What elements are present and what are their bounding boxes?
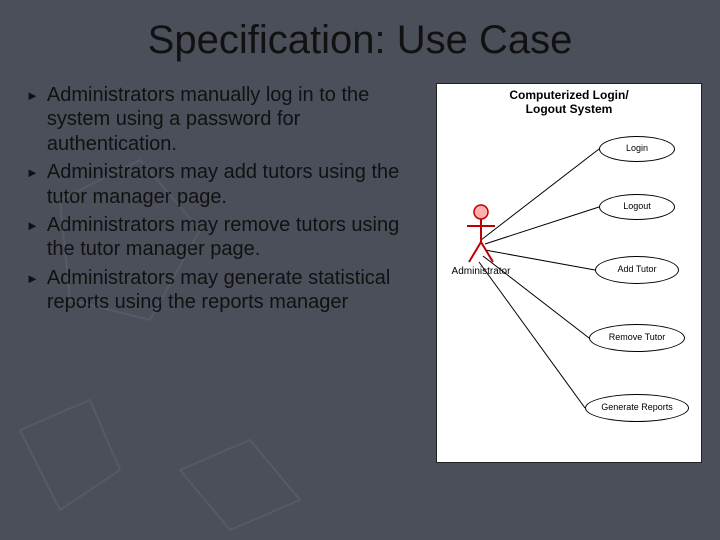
usecase-remove-tutor: Remove Tutor: [589, 324, 685, 352]
triangle-bullet-icon: ►: [26, 88, 39, 103]
usecase-add-tutor: Add Tutor: [595, 256, 679, 284]
actor-administrator: Administrator: [451, 204, 511, 277]
bullet-item: ► Administrators may add tutors using th…: [26, 160, 422, 209]
slide-title: Specification: Use Case: [0, 0, 720, 63]
bullet-text: Administrators may generate statistical …: [47, 266, 422, 315]
actor-label: Administrator: [451, 266, 511, 277]
stick-figure-icon: [463, 204, 499, 264]
usecase-login: Login: [599, 136, 675, 162]
bullet-text: Administrators manually log in to the sy…: [47, 83, 422, 156]
usecase-label: Login: [626, 144, 648, 154]
content-row: ► Administrators manually log in to the …: [0, 63, 720, 463]
usecase-label: Generate Reports: [601, 403, 673, 413]
bullet-item: ► Administrators may generate statistica…: [26, 266, 422, 315]
bullet-list: ► Administrators manually log in to the …: [18, 83, 426, 463]
bullet-item: ► Administrators may remove tutors using…: [26, 213, 422, 262]
use-case-diagram: Computerized Login/Logout System Adminis…: [436, 83, 702, 463]
usecase-label: Logout: [623, 202, 651, 212]
bullet-text: Administrators may remove tutors using t…: [47, 213, 422, 262]
triangle-bullet-icon: ►: [26, 165, 39, 180]
usecase-logout: Logout: [599, 194, 675, 220]
usecase-label: Remove Tutor: [609, 333, 666, 343]
triangle-bullet-icon: ►: [26, 218, 39, 233]
diagram-title: Computerized Login/Logout System: [437, 88, 701, 117]
triangle-bullet-icon: ►: [26, 271, 39, 286]
bullet-item: ► Administrators manually log in to the …: [26, 83, 422, 156]
usecase-label: Add Tutor: [617, 265, 656, 275]
bullet-text: Administrators may add tutors using the …: [47, 160, 422, 209]
usecase-generate-reports: Generate Reports: [585, 394, 689, 422]
